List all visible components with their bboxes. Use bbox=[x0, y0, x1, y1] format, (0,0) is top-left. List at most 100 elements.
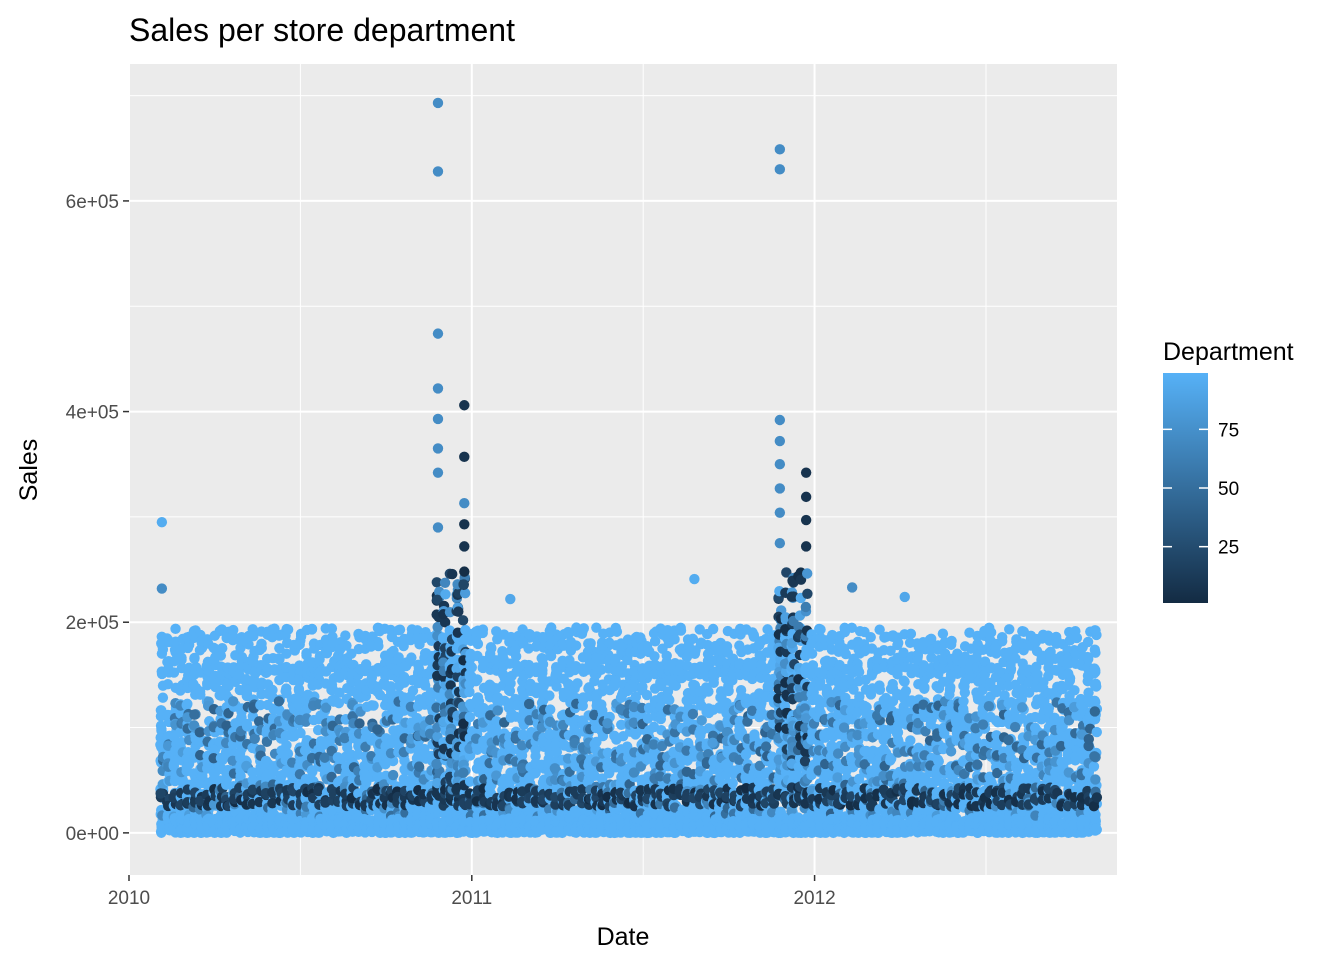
data-point bbox=[661, 650, 672, 661]
data-point bbox=[320, 702, 332, 713]
data-point bbox=[385, 684, 396, 695]
data-point bbox=[326, 745, 337, 757]
data-point bbox=[577, 700, 588, 712]
data-point bbox=[293, 685, 305, 696]
data-point bbox=[387, 769, 399, 781]
data-point bbox=[194, 727, 206, 738]
data-point bbox=[248, 677, 259, 688]
data-point bbox=[549, 763, 561, 774]
data-point bbox=[707, 668, 719, 680]
data-point bbox=[156, 648, 168, 659]
data-point bbox=[176, 736, 187, 748]
data-point bbox=[340, 630, 351, 641]
data-point bbox=[249, 733, 260, 744]
data-point bbox=[440, 589, 451, 600]
data-point bbox=[457, 615, 469, 626]
data-point bbox=[326, 623, 338, 634]
data-point bbox=[492, 705, 503, 716]
data-point bbox=[734, 725, 745, 736]
data-point bbox=[221, 720, 232, 731]
data-point bbox=[339, 732, 350, 744]
data-point bbox=[313, 785, 324, 797]
data-point bbox=[472, 674, 483, 685]
data-point bbox=[241, 718, 253, 730]
data-point bbox=[194, 686, 206, 697]
data-point bbox=[352, 689, 363, 701]
data-point bbox=[256, 638, 267, 649]
data-point bbox=[273, 696, 285, 707]
data-point bbox=[354, 718, 365, 729]
data-point bbox=[510, 644, 521, 656]
point-cloud bbox=[155, 566, 1103, 839]
data-point bbox=[602, 718, 613, 729]
data-points bbox=[155, 97, 1103, 839]
data-point bbox=[346, 648, 357, 659]
data-point bbox=[208, 752, 219, 764]
data-point bbox=[544, 690, 555, 701]
data-point bbox=[294, 639, 305, 650]
data-point bbox=[293, 674, 305, 685]
data-point bbox=[578, 623, 590, 634]
data-point bbox=[662, 692, 673, 704]
data-point bbox=[247, 784, 259, 795]
data-point bbox=[162, 678, 174, 690]
data-point bbox=[694, 695, 705, 706]
data-point bbox=[194, 645, 206, 656]
data-point bbox=[545, 704, 556, 715]
data-point bbox=[707, 737, 718, 749]
data-point bbox=[341, 640, 352, 651]
data-point bbox=[413, 761, 425, 772]
data-point bbox=[319, 752, 330, 763]
data-point bbox=[155, 788, 166, 799]
data-point bbox=[221, 678, 233, 690]
data-point bbox=[333, 697, 345, 709]
data-point bbox=[176, 654, 187, 666]
data-point bbox=[209, 643, 220, 654]
data-point bbox=[458, 579, 469, 590]
data-point bbox=[431, 758, 442, 770]
data-point bbox=[372, 770, 383, 781]
data-point bbox=[707, 623, 719, 635]
data-point bbox=[274, 642, 285, 654]
data-point bbox=[248, 630, 259, 642]
data-point bbox=[217, 643, 228, 654]
data-point bbox=[267, 797, 278, 809]
data-point bbox=[281, 740, 292, 751]
data-point bbox=[189, 652, 200, 664]
data-point bbox=[326, 733, 337, 745]
data-point bbox=[182, 642, 194, 654]
data-point bbox=[214, 625, 225, 637]
data-point bbox=[247, 656, 258, 667]
data-point bbox=[458, 767, 469, 778]
data-point bbox=[326, 684, 337, 696]
data-point bbox=[477, 627, 488, 639]
data-point bbox=[334, 687, 345, 698]
data-point bbox=[723, 685, 734, 696]
data-point bbox=[503, 685, 515, 696]
data-point bbox=[530, 768, 541, 779]
data-point bbox=[327, 637, 339, 648]
data-point bbox=[161, 633, 173, 644]
data-point bbox=[299, 745, 311, 756]
data-point bbox=[307, 766, 318, 778]
data-point bbox=[182, 698, 193, 710]
data-point bbox=[281, 648, 292, 659]
data-point bbox=[247, 767, 258, 778]
data-point bbox=[675, 622, 686, 634]
data-point bbox=[537, 659, 549, 670]
data-point bbox=[234, 748, 246, 759]
data-point bbox=[157, 692, 169, 703]
data-point bbox=[214, 762, 225, 773]
data-point bbox=[523, 698, 535, 710]
data-point bbox=[188, 679, 199, 690]
data-point bbox=[306, 624, 318, 635]
data-point bbox=[439, 577, 451, 588]
data-point bbox=[255, 699, 266, 711]
data-point bbox=[295, 727, 306, 739]
data-point bbox=[570, 640, 582, 651]
data-point bbox=[227, 630, 239, 642]
data-point bbox=[267, 767, 279, 778]
data-point bbox=[155, 720, 167, 731]
data-point bbox=[466, 662, 477, 673]
